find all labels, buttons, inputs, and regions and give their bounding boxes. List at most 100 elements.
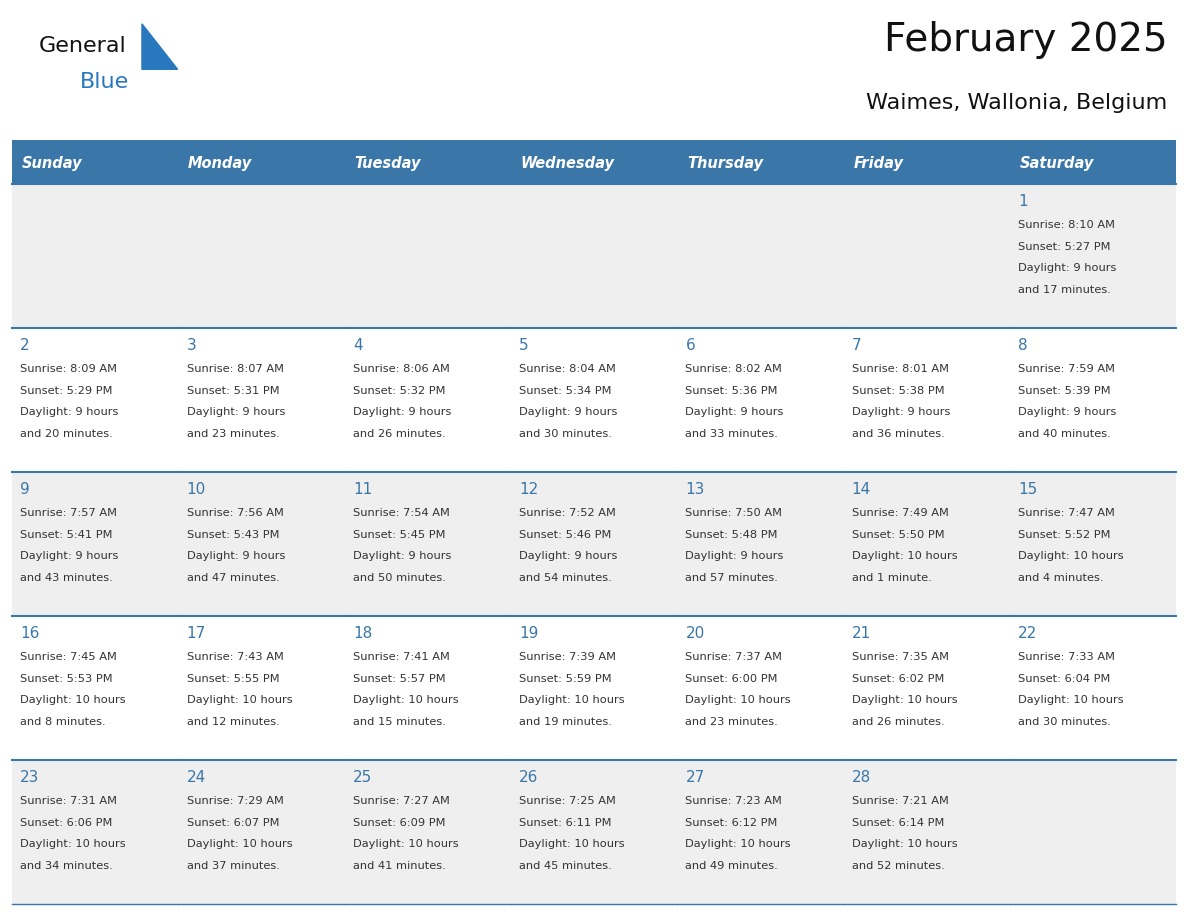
Text: Sunset: 5:52 PM: Sunset: 5:52 PM [1018, 530, 1111, 540]
Text: and 57 minutes.: and 57 minutes. [685, 573, 778, 583]
Text: 2: 2 [20, 339, 30, 353]
Text: Tuesday: Tuesday [354, 156, 421, 171]
Text: Sunrise: 7:47 AM: Sunrise: 7:47 AM [1018, 509, 1116, 519]
Text: Saturday: Saturday [1019, 156, 1094, 171]
Text: Sunset: 5:39 PM: Sunset: 5:39 PM [1018, 386, 1111, 396]
Text: Daylight: 9 hours: Daylight: 9 hours [187, 408, 285, 418]
Text: 8: 8 [1018, 339, 1028, 353]
Text: and 40 minutes.: and 40 minutes. [1018, 429, 1111, 439]
Text: 15: 15 [1018, 482, 1037, 498]
Text: and 4 minutes.: and 4 minutes. [1018, 573, 1104, 583]
Text: Sunrise: 7:45 AM: Sunrise: 7:45 AM [20, 652, 118, 662]
Text: Sunrise: 7:57 AM: Sunrise: 7:57 AM [20, 509, 118, 519]
Text: Sunrise: 7:54 AM: Sunrise: 7:54 AM [353, 509, 450, 519]
Text: Sunset: 5:31 PM: Sunset: 5:31 PM [187, 386, 279, 396]
Text: Daylight: 9 hours: Daylight: 9 hours [187, 552, 285, 562]
Text: 1: 1 [1018, 195, 1028, 209]
Text: General: General [38, 36, 126, 56]
Text: 9: 9 [20, 482, 30, 498]
Text: and 12 minutes.: and 12 minutes. [187, 717, 279, 727]
Text: 11: 11 [353, 482, 372, 498]
Text: Daylight: 10 hours: Daylight: 10 hours [1018, 696, 1124, 705]
Text: 26: 26 [519, 770, 538, 785]
Text: Sunset: 5:55 PM: Sunset: 5:55 PM [187, 674, 279, 684]
Text: 24: 24 [187, 770, 206, 785]
Text: Sunrise: 8:02 AM: Sunrise: 8:02 AM [685, 364, 783, 375]
Text: and 23 minutes.: and 23 minutes. [187, 429, 279, 439]
Text: Thursday: Thursday [687, 156, 763, 171]
Text: Daylight: 9 hours: Daylight: 9 hours [519, 552, 618, 562]
Text: and 54 minutes.: and 54 minutes. [519, 573, 612, 583]
Text: Blue: Blue [80, 73, 128, 93]
Text: 19: 19 [519, 626, 538, 642]
Text: Daylight: 10 hours: Daylight: 10 hours [1018, 552, 1124, 562]
Text: and 49 minutes.: and 49 minutes. [685, 861, 778, 871]
Text: Sunset: 5:38 PM: Sunset: 5:38 PM [852, 386, 944, 396]
Text: 23: 23 [20, 770, 39, 785]
Text: and 15 minutes.: and 15 minutes. [353, 717, 446, 727]
Text: 20: 20 [685, 626, 704, 642]
Text: 21: 21 [852, 626, 871, 642]
Text: Daylight: 9 hours: Daylight: 9 hours [20, 552, 119, 562]
Text: 6: 6 [685, 339, 695, 353]
Text: Sunrise: 8:04 AM: Sunrise: 8:04 AM [519, 364, 617, 375]
Text: Sunset: 5:41 PM: Sunset: 5:41 PM [20, 530, 113, 540]
Text: Sunset: 6:02 PM: Sunset: 6:02 PM [852, 674, 944, 684]
Text: Daylight: 9 hours: Daylight: 9 hours [353, 408, 451, 418]
Text: Sunrise: 7:29 AM: Sunrise: 7:29 AM [187, 796, 284, 806]
Text: and 30 minutes.: and 30 minutes. [519, 429, 612, 439]
Text: Daylight: 9 hours: Daylight: 9 hours [1018, 263, 1117, 274]
Text: Sunrise: 8:07 AM: Sunrise: 8:07 AM [187, 364, 284, 375]
Text: Sunset: 6:11 PM: Sunset: 6:11 PM [519, 818, 612, 828]
Text: Daylight: 10 hours: Daylight: 10 hours [20, 839, 126, 849]
Text: Sunrise: 8:06 AM: Sunrise: 8:06 AM [353, 364, 450, 375]
Text: Daylight: 10 hours: Daylight: 10 hours [519, 839, 625, 849]
Text: Wednesday: Wednesday [520, 156, 615, 171]
Text: and 41 minutes.: and 41 minutes. [353, 861, 446, 871]
Text: Sunset: 5:36 PM: Sunset: 5:36 PM [685, 386, 778, 396]
Text: and 8 minutes.: and 8 minutes. [20, 717, 106, 727]
Text: Sunset: 5:48 PM: Sunset: 5:48 PM [685, 530, 778, 540]
Text: Daylight: 9 hours: Daylight: 9 hours [852, 408, 950, 418]
Text: and 52 minutes.: and 52 minutes. [852, 861, 944, 871]
Text: Sunset: 6:00 PM: Sunset: 6:00 PM [685, 674, 778, 684]
Text: Sunrise: 7:52 AM: Sunrise: 7:52 AM [519, 509, 617, 519]
Text: Daylight: 10 hours: Daylight: 10 hours [20, 696, 126, 705]
Text: Sunrise: 7:41 AM: Sunrise: 7:41 AM [353, 652, 450, 662]
Text: Sunrise: 7:25 AM: Sunrise: 7:25 AM [519, 796, 617, 806]
Text: Daylight: 10 hours: Daylight: 10 hours [685, 696, 791, 705]
Text: and 50 minutes.: and 50 minutes. [353, 573, 446, 583]
Text: Sunset: 5:59 PM: Sunset: 5:59 PM [519, 674, 612, 684]
Text: 10: 10 [187, 482, 206, 498]
Text: Daylight: 10 hours: Daylight: 10 hours [852, 696, 958, 705]
Text: Sunset: 5:46 PM: Sunset: 5:46 PM [519, 530, 612, 540]
Text: and 45 minutes.: and 45 minutes. [519, 861, 612, 871]
Text: Sunset: 6:04 PM: Sunset: 6:04 PM [1018, 674, 1111, 684]
Text: 4: 4 [353, 339, 362, 353]
Text: Sunset: 5:53 PM: Sunset: 5:53 PM [20, 674, 113, 684]
Text: Sunrise: 7:27 AM: Sunrise: 7:27 AM [353, 796, 450, 806]
Text: Sunrise: 7:39 AM: Sunrise: 7:39 AM [519, 652, 617, 662]
Text: and 47 minutes.: and 47 minutes. [187, 573, 279, 583]
Text: 17: 17 [187, 626, 206, 642]
Text: Daylight: 9 hours: Daylight: 9 hours [353, 552, 451, 562]
Text: Sunrise: 7:23 AM: Sunrise: 7:23 AM [685, 796, 783, 806]
Text: Daylight: 10 hours: Daylight: 10 hours [187, 839, 292, 849]
Text: Sunrise: 7:37 AM: Sunrise: 7:37 AM [685, 652, 783, 662]
Text: 22: 22 [1018, 626, 1037, 642]
Text: 13: 13 [685, 482, 704, 498]
Text: Sunday: Sunday [21, 156, 82, 171]
Text: Daylight: 9 hours: Daylight: 9 hours [20, 408, 119, 418]
Text: Sunrise: 7:59 AM: Sunrise: 7:59 AM [1018, 364, 1116, 375]
Text: 14: 14 [852, 482, 871, 498]
Text: 3: 3 [187, 339, 196, 353]
Text: and 37 minutes.: and 37 minutes. [187, 861, 279, 871]
Text: Waimes, Wallonia, Belgium: Waimes, Wallonia, Belgium [866, 94, 1168, 113]
Text: Daylight: 9 hours: Daylight: 9 hours [685, 408, 784, 418]
Text: Sunrise: 7:21 AM: Sunrise: 7:21 AM [852, 796, 949, 806]
Text: and 34 minutes.: and 34 minutes. [20, 861, 113, 871]
Text: Daylight: 10 hours: Daylight: 10 hours [187, 696, 292, 705]
Text: Daylight: 10 hours: Daylight: 10 hours [519, 696, 625, 705]
Text: 16: 16 [20, 626, 39, 642]
Text: Sunrise: 7:31 AM: Sunrise: 7:31 AM [20, 796, 118, 806]
